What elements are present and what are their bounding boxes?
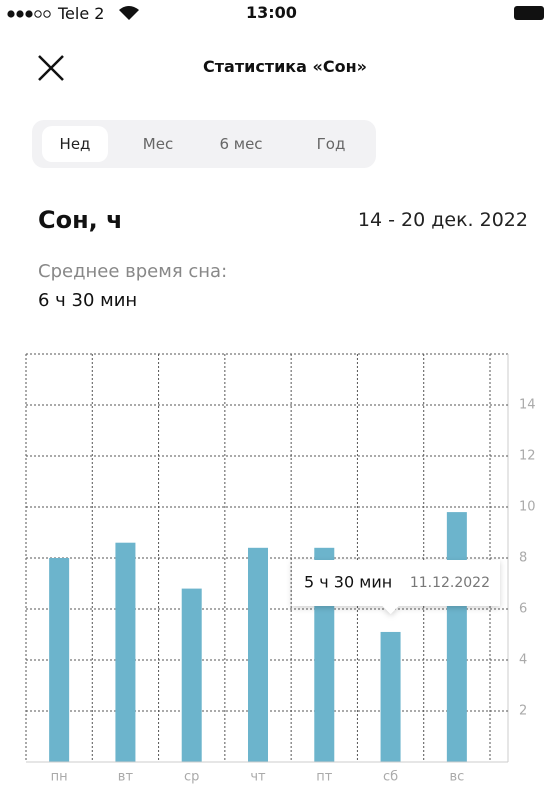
y-tick-label: 8 [519, 551, 527, 566]
tab[interactable]: Нед [59, 135, 91, 153]
carrier: Tele 2 [58, 4, 105, 23]
battery-icon [514, 6, 544, 20]
bar [49, 558, 70, 762]
bar [446, 512, 467, 762]
bar [115, 542, 136, 762]
average-label: Среднее время сна: [38, 261, 228, 282]
signal-icon [7, 10, 51, 18]
metric-title: Сон, ч [38, 206, 123, 234]
tab[interactable]: Год [316, 135, 346, 153]
bar [248, 547, 268, 762]
date-range: 14 - 20 дек. 2022 [357, 209, 528, 231]
tab[interactable]: 6 мес [219, 135, 263, 153]
x-tick-label: пт [316, 770, 332, 785]
x-tick-label: пн [51, 770, 68, 785]
y-tick-label: 2 [519, 704, 527, 719]
x-tick-label: чт [250, 770, 266, 785]
period-tabs: Нед Мес 6 мес Год [32, 120, 376, 168]
clock: 13:00 [246, 3, 297, 22]
tab-selected-bg [42, 126, 108, 162]
y-tick-label: 14 [519, 398, 536, 413]
screen-title: Статистика «Сон» [203, 57, 367, 76]
y-tick-label: 12 [519, 449, 536, 464]
x-tick-label: вт [118, 770, 134, 785]
y-tick-label: 6 [519, 602, 527, 617]
bar [380, 631, 401, 762]
y-tick-label: 10 [519, 500, 536, 515]
tooltip-date: 11.12.2022 [410, 575, 490, 591]
x-tick-label: ср [184, 770, 199, 785]
tooltip-value: 5 ч 30 мин [304, 573, 392, 592]
wifi-icon [119, 6, 139, 20]
close-button[interactable] [36, 53, 66, 83]
bar [181, 588, 202, 762]
tooltip [292, 560, 500, 614]
y-tick-label: 4 [519, 653, 527, 668]
x-tick-label: сб [383, 770, 398, 785]
average-value: 6 ч 30 мин [38, 290, 138, 311]
tooltip-box [292, 560, 500, 614]
x-tick-label: вс [449, 770, 464, 785]
chart: 2 4 6 8 10 12 14 пн вт ср чт пт сб вс 5 ч 30 мин 11.12.… [25, 353, 536, 785]
tab[interactable]: Мес [142, 135, 174, 153]
